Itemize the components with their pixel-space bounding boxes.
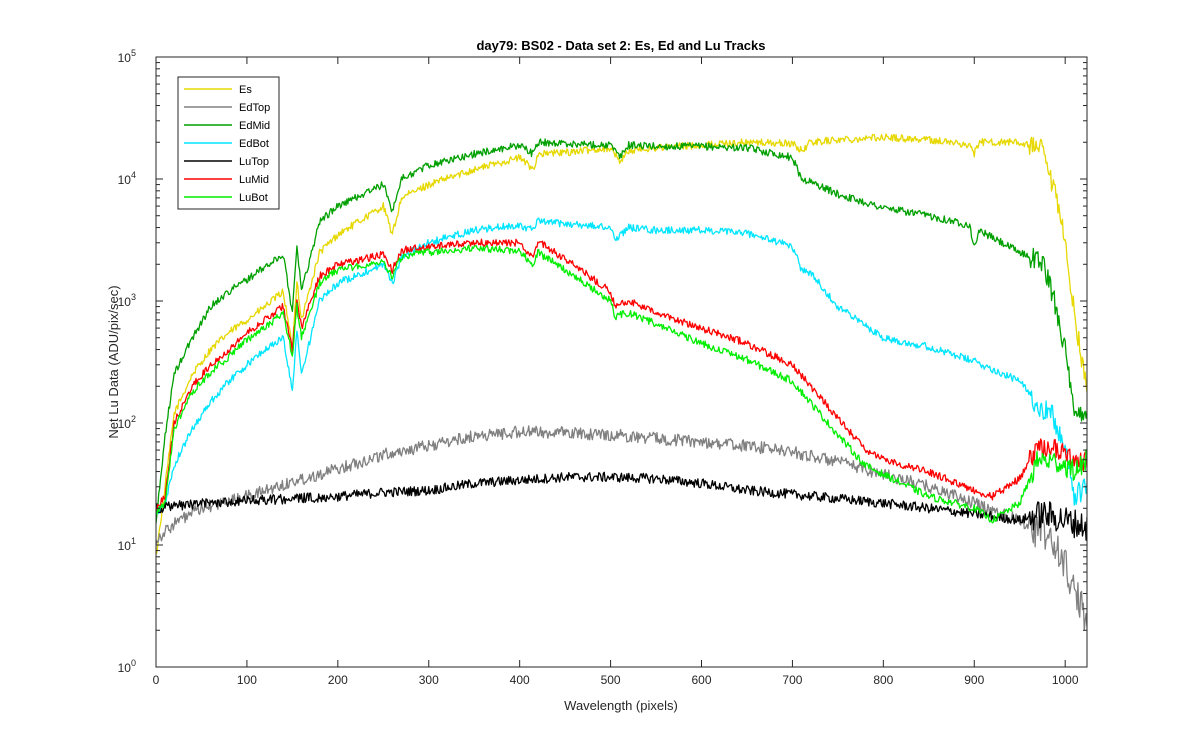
y-tick-label: 103 [118,292,136,309]
series-line-lutop [156,471,1087,541]
y-tick-exponent: 3 [131,292,136,302]
y-tick-base: 10 [118,295,132,309]
x-tick-label: 600 [691,673,711,687]
y-tick-exponent: 4 [131,170,136,180]
y-tick-base: 10 [118,661,132,675]
x-tick-label: 100 [237,673,257,687]
legend-entry: LuMid [239,174,269,186]
plot-frame [155,56,1088,668]
y-axis-label: Net Lu Data (ADU/pix/sec) [106,285,121,438]
series-line-edbot [156,217,1087,515]
legend-entry: EdTop [239,102,270,114]
plot-area [156,57,1087,667]
x-tick-label: 0 [153,673,160,687]
legend-entry: EdBot [239,138,269,150]
x-axis: 0 100 200 300 400 500 600 700 800 900 1000 [153,57,1079,687]
y-tick-label: 100 [118,658,136,675]
legend-entry: LuBot [239,192,268,204]
x-tick-label: 200 [328,673,348,687]
y-tick-exponent: 0 [131,658,136,668]
x-axis-label: Wavelength (pixels) [564,698,678,713]
y-tick-exponent: 2 [131,414,136,424]
y-tick-label: 102 [118,414,136,431]
legend-entry: Es [239,84,252,96]
x-tick-label: 700 [782,673,802,687]
x-tick-label: 900 [964,673,984,687]
x-tick-label: 1000 [1052,673,1079,687]
series-lines [156,133,1087,631]
legend-entry: EdMid [239,120,270,132]
legend-entry: LuTop [239,156,269,168]
x-tick-label: 400 [510,673,530,687]
y-tick-base: 10 [118,173,132,187]
series-line-lumid [156,238,1087,511]
x-tick-label: 500 [601,673,621,687]
y-tick-exponent: 5 [131,48,136,58]
series-line-edtop [156,425,1087,631]
y-tick-label: 101 [118,536,136,553]
y-tick-base: 10 [118,51,132,65]
y-tick-base: 10 [118,417,132,431]
x-tick-label: 300 [419,673,439,687]
series-line-edmid [156,138,1087,524]
y-tick-label: 104 [118,170,136,187]
x-tick-label: 800 [873,673,893,687]
series-line-es [156,133,1087,555]
y-tick-label: 105 [118,48,136,65]
legend: Es EdTop EdMid EdBot LuTop LuMid LuBot [177,76,280,210]
series-line-lubot [156,244,1087,524]
y-tick-exponent: 1 [131,536,136,546]
chart-title: day79: BS02 - Data set 2: Es, Ed and Lu … [476,38,765,53]
y-tick-base: 10 [118,539,132,553]
